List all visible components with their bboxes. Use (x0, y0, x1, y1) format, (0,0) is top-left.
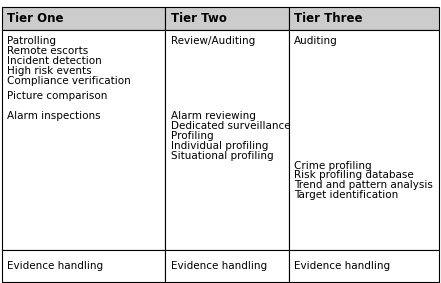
Text: Picture comparison: Picture comparison (7, 91, 108, 101)
Bar (165, 30, 289, 250)
Bar (289, 250, 439, 282)
Bar (165, 250, 289, 282)
Text: Trend and pattern analysis: Trend and pattern analysis (294, 180, 433, 190)
Text: Auditing: Auditing (294, 36, 338, 46)
Text: Individual profiling: Individual profiling (171, 141, 268, 151)
Text: Remote escorts: Remote escorts (7, 46, 89, 56)
Text: Situational profiling: Situational profiling (171, 151, 273, 161)
Text: High risk events: High risk events (7, 66, 92, 76)
Text: Evidence handling: Evidence handling (294, 261, 390, 271)
Text: Incident detection: Incident detection (7, 56, 102, 66)
Text: Evidence handling: Evidence handling (171, 261, 267, 271)
Text: Dedicated surveillance: Dedicated surveillance (171, 121, 290, 131)
Text: Tier One: Tier One (7, 12, 64, 25)
Bar (2, 30, 165, 250)
Bar (289, 7, 439, 30)
Text: Risk profiling database: Risk profiling database (294, 170, 414, 181)
Text: Tier Three: Tier Three (294, 12, 363, 25)
Text: Patrolling: Patrolling (7, 36, 56, 46)
Bar (165, 7, 289, 30)
Text: Alarm inspections: Alarm inspections (7, 111, 101, 121)
Text: Alarm reviewing: Alarm reviewing (171, 111, 255, 121)
Bar (2, 250, 165, 282)
Text: Profiling: Profiling (171, 131, 213, 141)
Bar (2, 7, 165, 30)
Text: Target identification: Target identification (294, 190, 398, 200)
Text: Review/Auditing: Review/Auditing (171, 36, 255, 46)
Text: Tier Two: Tier Two (171, 12, 227, 25)
Text: Evidence handling: Evidence handling (7, 261, 104, 271)
Bar (289, 30, 439, 250)
Text: Compliance verification: Compliance verification (7, 76, 131, 86)
Text: Crime profiling: Crime profiling (294, 160, 372, 171)
